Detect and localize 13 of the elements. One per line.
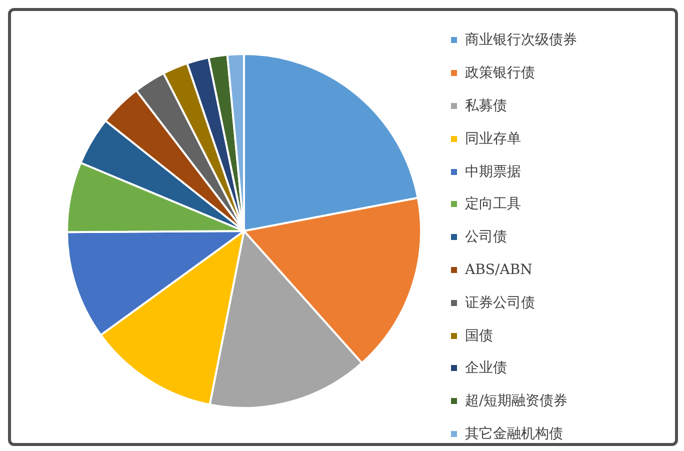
legend-label: 超/短期融资债券	[465, 392, 568, 410]
legend-label: 中期票据	[465, 162, 521, 181]
legend-label: 同业存单	[465, 130, 521, 148]
legend-label: 其它金融机构债	[465, 424, 563, 443]
legend-label: 证券公司债	[465, 294, 535, 312]
legend-label: 公司债	[465, 228, 507, 246]
legend-label: 企业债	[465, 359, 507, 378]
legend-label: 商业银行次级债券	[465, 31, 577, 50]
legend-label: 国债	[465, 326, 493, 345]
legend-label: 定向工具	[465, 195, 521, 214]
legend-label: 私募债	[465, 96, 507, 115]
legend-label: ABS/ABN	[465, 262, 532, 278]
legend-label: 政策银行债	[465, 64, 535, 82]
